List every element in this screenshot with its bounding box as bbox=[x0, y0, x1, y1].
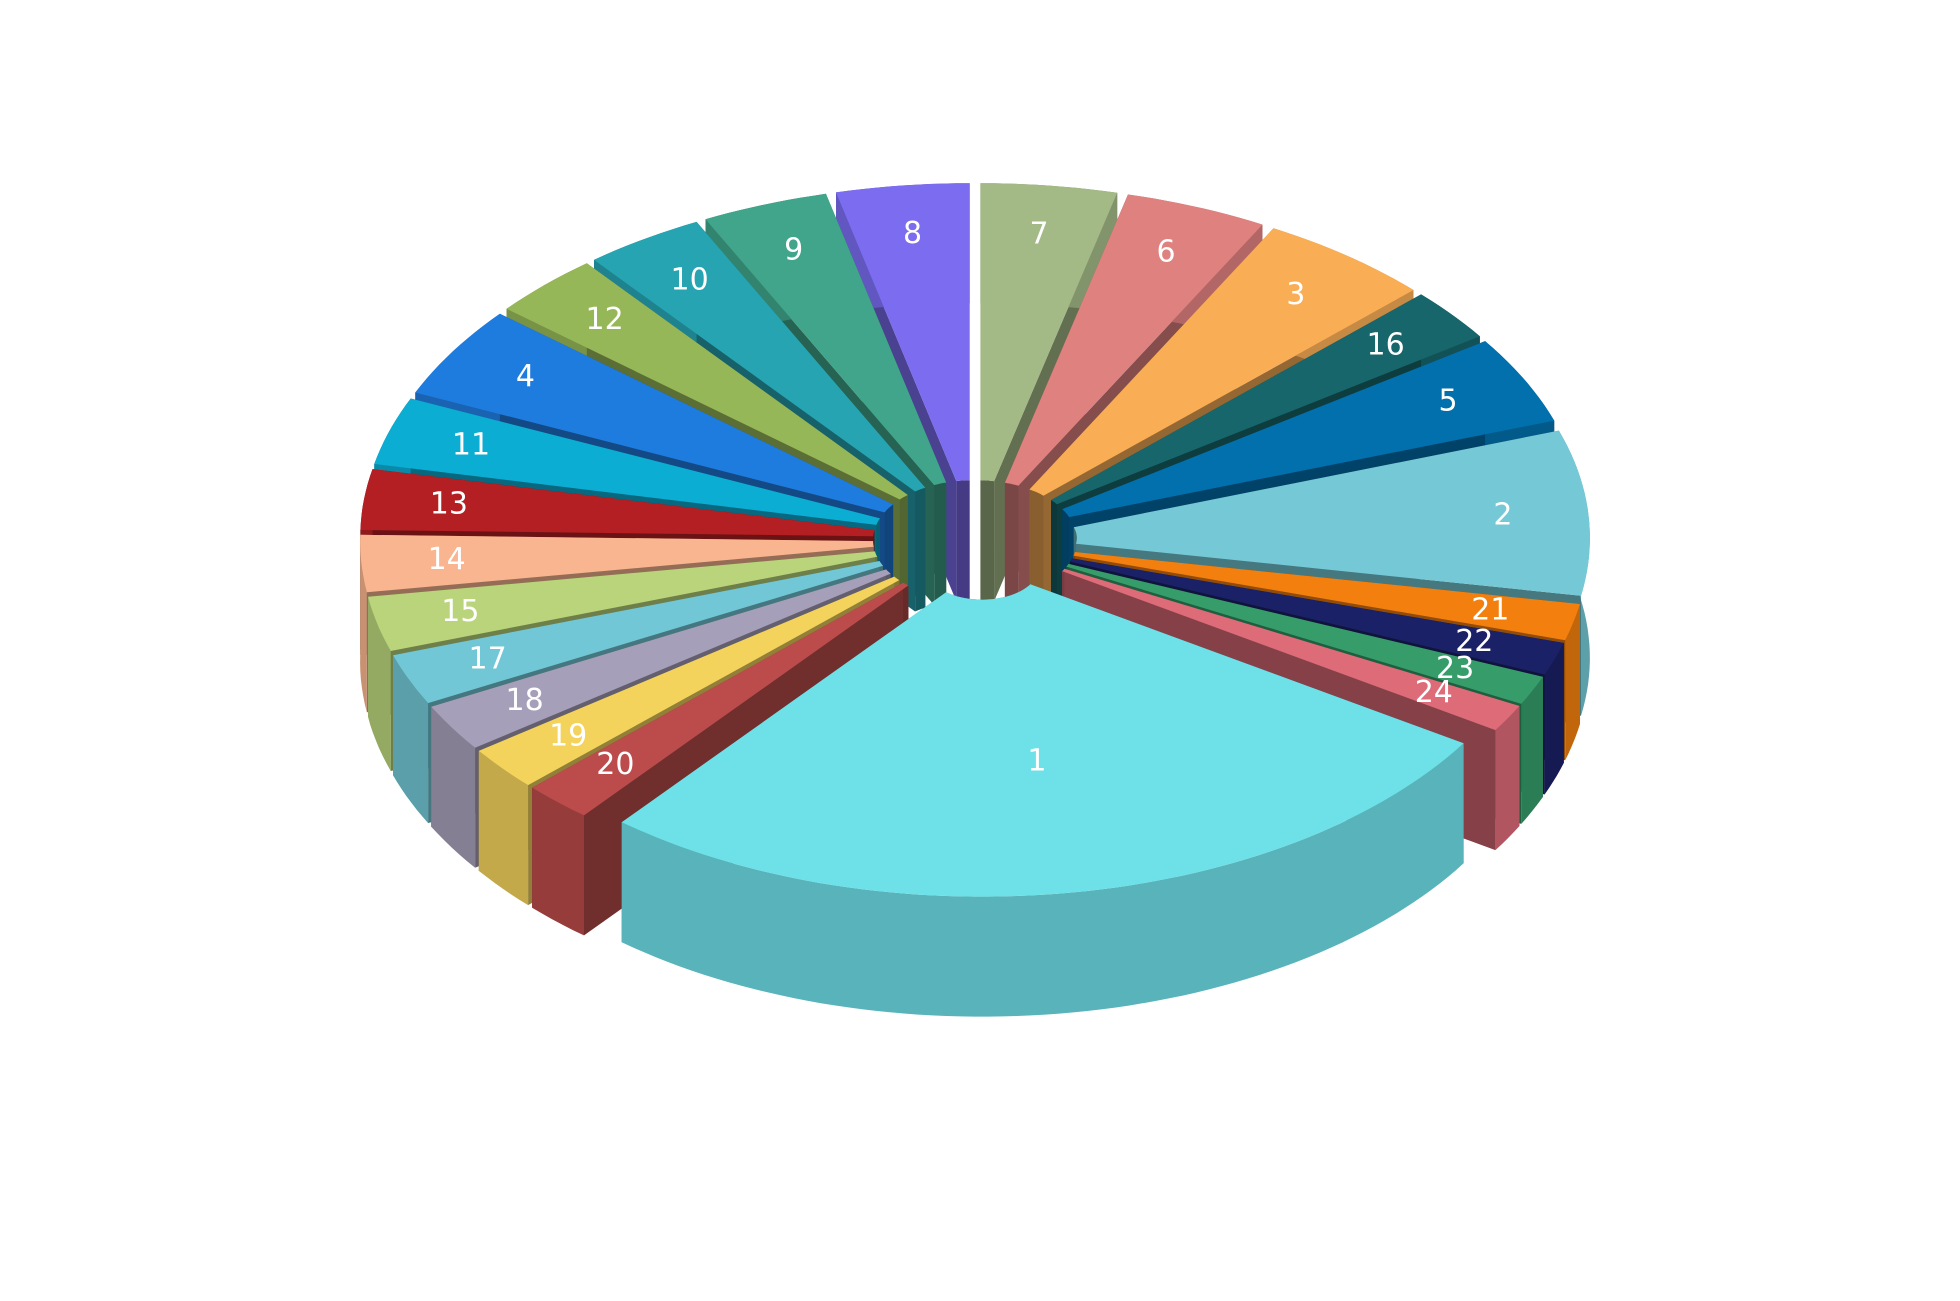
slice-label: 2 bbox=[1493, 498, 1512, 533]
slice-label: 20 bbox=[596, 747, 634, 782]
slice-top bbox=[1073, 430, 1590, 596]
slice-top bbox=[1066, 563, 1543, 704]
slice-label: 1 bbox=[1027, 744, 1046, 779]
slice-top bbox=[1062, 341, 1555, 518]
slice-inner-wall bbox=[915, 487, 926, 612]
slice-top bbox=[374, 398, 880, 525]
slice-label: 12 bbox=[586, 302, 624, 337]
slice-top bbox=[478, 576, 900, 786]
slice-label: 23 bbox=[1436, 651, 1474, 686]
slice-top bbox=[532, 582, 909, 816]
slice-side bbox=[478, 750, 529, 906]
slice-top bbox=[1070, 558, 1564, 675]
slice-label: 15 bbox=[441, 594, 479, 629]
slice-top bbox=[506, 263, 908, 500]
slice-side bbox=[621, 743, 1464, 1017]
slice-inner-wall bbox=[934, 482, 947, 606]
slice-top bbox=[1062, 568, 1520, 731]
slice-side bbox=[1565, 604, 1580, 761]
slice-inner-wall bbox=[956, 480, 970, 602]
slice-label: 4 bbox=[516, 359, 535, 394]
slice-top bbox=[705, 193, 947, 486]
slice-label: 17 bbox=[469, 642, 507, 677]
slice-top bbox=[1029, 228, 1414, 496]
slice-label: 16 bbox=[1367, 327, 1405, 362]
slice-top bbox=[393, 561, 883, 704]
slice-inner-wall bbox=[1029, 489, 1044, 616]
slice-side bbox=[431, 706, 476, 868]
slice-side bbox=[532, 787, 584, 936]
slice-label: 19 bbox=[549, 718, 587, 753]
slice-side bbox=[368, 596, 391, 771]
slice-label: 5 bbox=[1438, 383, 1457, 418]
slice-label: 21 bbox=[1471, 592, 1509, 627]
slice-label: 3 bbox=[1286, 277, 1305, 312]
slice-label: 7 bbox=[1029, 216, 1048, 251]
slice-label: 13 bbox=[430, 487, 468, 522]
slice-top bbox=[360, 534, 874, 593]
slice-top bbox=[836, 183, 970, 482]
slice-top bbox=[360, 469, 875, 537]
slice-top bbox=[594, 221, 926, 492]
slice-side bbox=[360, 534, 367, 713]
slice-inner-wall bbox=[1004, 482, 1019, 606]
slice-top bbox=[1051, 294, 1480, 505]
slice-label: 9 bbox=[784, 233, 803, 268]
slice-label: 14 bbox=[428, 542, 466, 577]
slice-label: 18 bbox=[506, 683, 544, 718]
slice-side bbox=[1495, 706, 1520, 851]
slice-top bbox=[1073, 552, 1580, 641]
slice-top bbox=[431, 569, 891, 748]
slice-top bbox=[368, 551, 878, 651]
slice-label: 11 bbox=[452, 427, 490, 462]
slice-label: 24 bbox=[1415, 675, 1453, 710]
slice: 1 bbox=[621, 584, 1464, 1017]
slice-side bbox=[1521, 676, 1543, 824]
slice-top bbox=[980, 183, 1118, 482]
slice-top bbox=[415, 313, 894, 513]
slice-label: 8 bbox=[903, 216, 922, 251]
slice-top bbox=[621, 584, 1464, 897]
slice-label: 6 bbox=[1156, 235, 1175, 270]
slice-top bbox=[1004, 194, 1263, 486]
slice-inner-wall bbox=[980, 480, 995, 602]
slice-side bbox=[1544, 643, 1564, 795]
slice-side bbox=[393, 655, 429, 824]
slice-label: 22 bbox=[1455, 624, 1493, 659]
slice-label: 10 bbox=[671, 263, 709, 298]
